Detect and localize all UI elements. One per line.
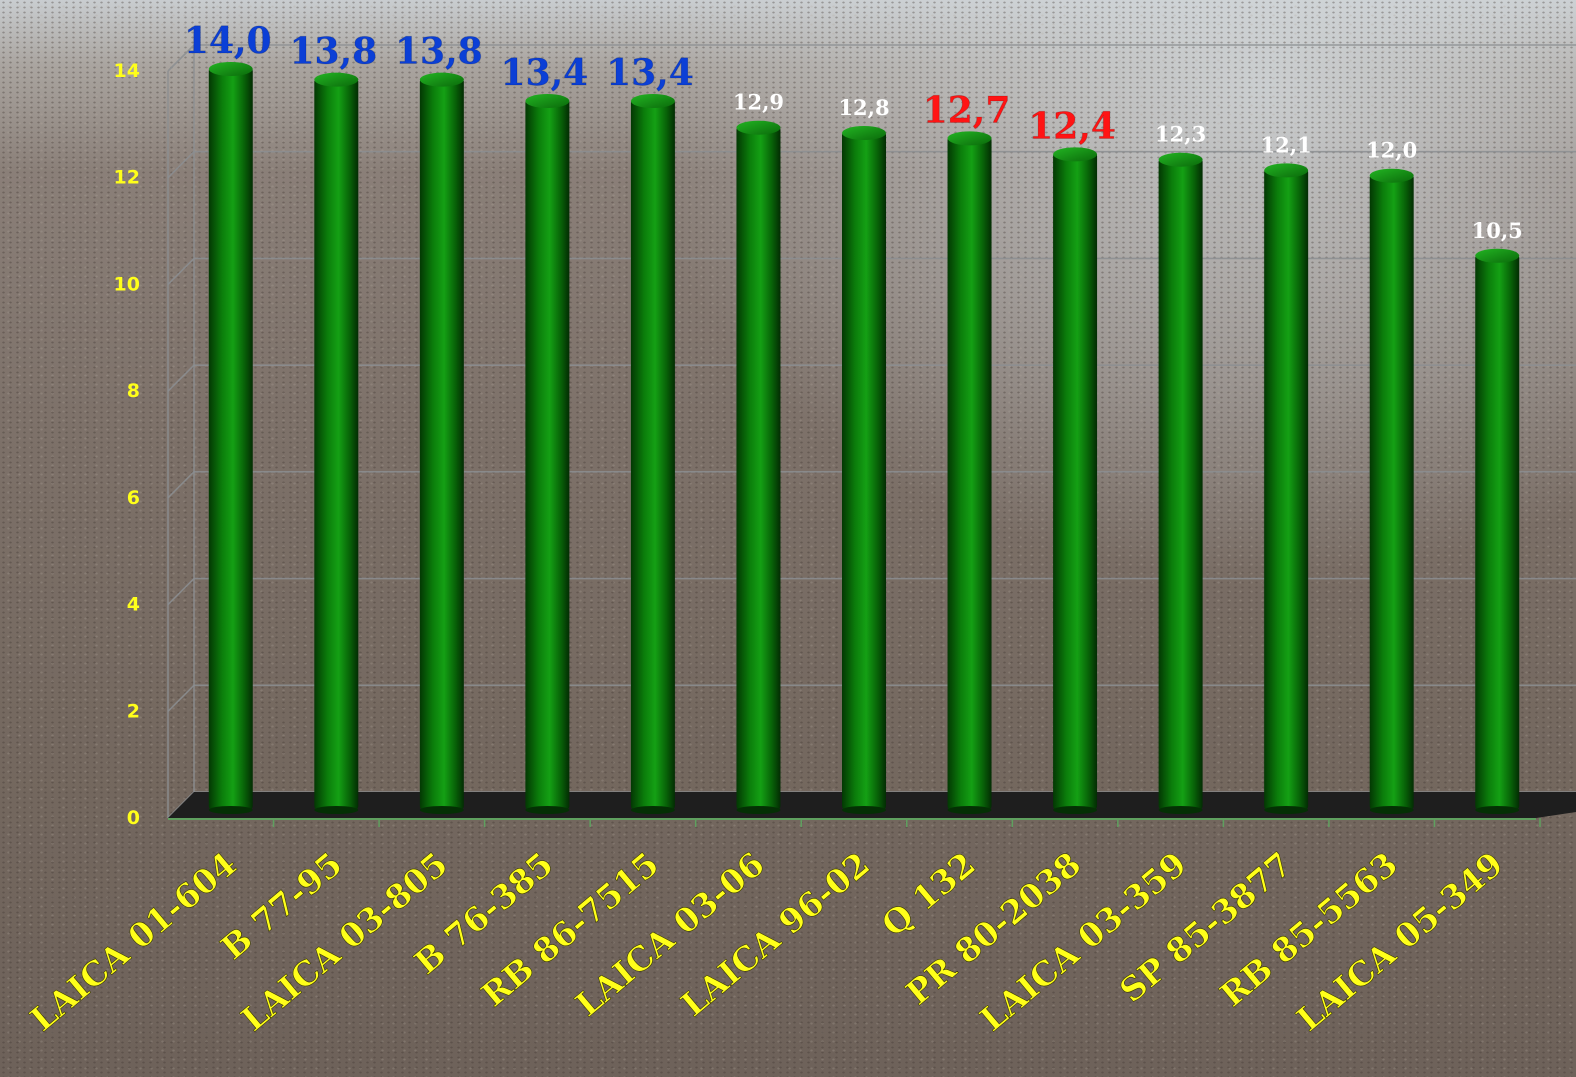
- y-tick-label: 10: [114, 273, 140, 295]
- bar-base: [1264, 806, 1309, 814]
- bar-cap: [314, 72, 359, 87]
- bar-base: [1369, 806, 1414, 814]
- bar-base: [736, 806, 781, 814]
- grid-connector: [167, 44, 195, 72]
- bar-base: [419, 806, 464, 814]
- y-tick-label: 0: [127, 807, 140, 829]
- bar-body: [208, 67, 253, 810]
- bar-base: [947, 806, 992, 814]
- bar-value-label: 12,3: [1155, 122, 1206, 147]
- grid-connector: [167, 364, 195, 392]
- bar-value-label: 10,5: [1472, 218, 1523, 243]
- bar-base: [1475, 806, 1520, 814]
- bar-value-label: 13,8: [289, 31, 377, 73]
- bar: [1158, 152, 1203, 814]
- x-tick-label: RB 86-7515: [474, 844, 666, 1014]
- bar-base: [842, 806, 886, 814]
- bar-base: [314, 806, 359, 814]
- bar-cap: [842, 126, 886, 141]
- y-tick-label: 2: [127, 700, 140, 722]
- bar-value-label: 13,8: [395, 31, 483, 73]
- x-tick-label: LAICA 03-06: [568, 844, 772, 1024]
- bar-value-label: 12,7: [923, 89, 1011, 131]
- grid-connector: [167, 471, 195, 499]
- bar-body: [1264, 168, 1309, 811]
- bar-base: [1053, 806, 1098, 814]
- bar-value-label: 13,4: [606, 52, 694, 94]
- bar-value-label: 12,8: [838, 95, 889, 120]
- bar-cap: [736, 120, 781, 135]
- bar-body: [1158, 157, 1203, 810]
- bar: [208, 62, 253, 814]
- bar-body: [630, 99, 675, 810]
- bar-body: [842, 131, 886, 810]
- x-tick-label: RB 85-5563: [1213, 844, 1405, 1014]
- bar-body: [314, 77, 359, 810]
- grid-connector: [167, 257, 195, 285]
- bar-cap: [1475, 248, 1520, 263]
- bar-cap: [1264, 163, 1309, 178]
- bar-value-label: 12,1: [1261, 132, 1312, 157]
- bar: [736, 120, 781, 814]
- y-tick-label: 14: [114, 60, 140, 82]
- bar-value-label: 12,4: [1028, 105, 1116, 147]
- bar: [419, 72, 464, 814]
- bar: [1053, 147, 1098, 814]
- y-tick-label: 12: [114, 167, 140, 189]
- bar-body: [1369, 173, 1414, 810]
- bar-body: [1053, 152, 1098, 810]
- bar-cap: [525, 94, 570, 109]
- bar-cap: [1158, 152, 1203, 167]
- bar-body: [525, 99, 570, 810]
- chart-bars: [208, 62, 1520, 814]
- bar-cap: [1053, 147, 1098, 162]
- grid-connector: [167, 151, 195, 179]
- bar: [842, 126, 886, 814]
- bar: [1369, 168, 1414, 814]
- bar-value-label: 13,4: [501, 52, 589, 94]
- y-axis-ticks: 0 2 4 6 8 10 12 14: [114, 60, 140, 829]
- bar-body: [1475, 253, 1520, 810]
- bar-body: [947, 136, 992, 811]
- bar-base: [1158, 806, 1203, 814]
- bar-cap: [419, 72, 464, 87]
- bar-base: [525, 806, 570, 814]
- bar-body: [736, 125, 781, 810]
- bar-cap: [1369, 168, 1414, 183]
- bar: [947, 131, 992, 814]
- y-tick-label: 6: [127, 487, 140, 509]
- bar: [525, 94, 570, 814]
- grid-connector: [167, 684, 195, 712]
- bar-base: [208, 806, 253, 814]
- bar-value-label: 12,0: [1366, 138, 1417, 163]
- bar: [314, 72, 359, 814]
- bar-value-label: 12,9: [733, 90, 784, 115]
- bar-body: [419, 77, 464, 810]
- y-tick-label: 4: [127, 594, 140, 616]
- bar-cap: [630, 94, 675, 109]
- grid-connector: [167, 578, 195, 606]
- bar: [1264, 163, 1309, 814]
- x-tick-label: LAICA 96-02: [673, 844, 877, 1024]
- bar: [630, 94, 675, 814]
- bar-value-label: 14,0: [184, 20, 272, 62]
- bar: [1475, 248, 1520, 814]
- bar-cap: [947, 131, 992, 146]
- x-tick-label: LAICA 01-604: [23, 844, 244, 1038]
- y-tick-label: 8: [127, 380, 140, 402]
- bar-cap: [208, 62, 253, 76]
- value-labels: 14,0 13,8 13,8 13,4 13,4 12,9 12,8 12,7 12,4 12,3…: [183, 20, 1523, 243]
- bar-base: [630, 806, 675, 814]
